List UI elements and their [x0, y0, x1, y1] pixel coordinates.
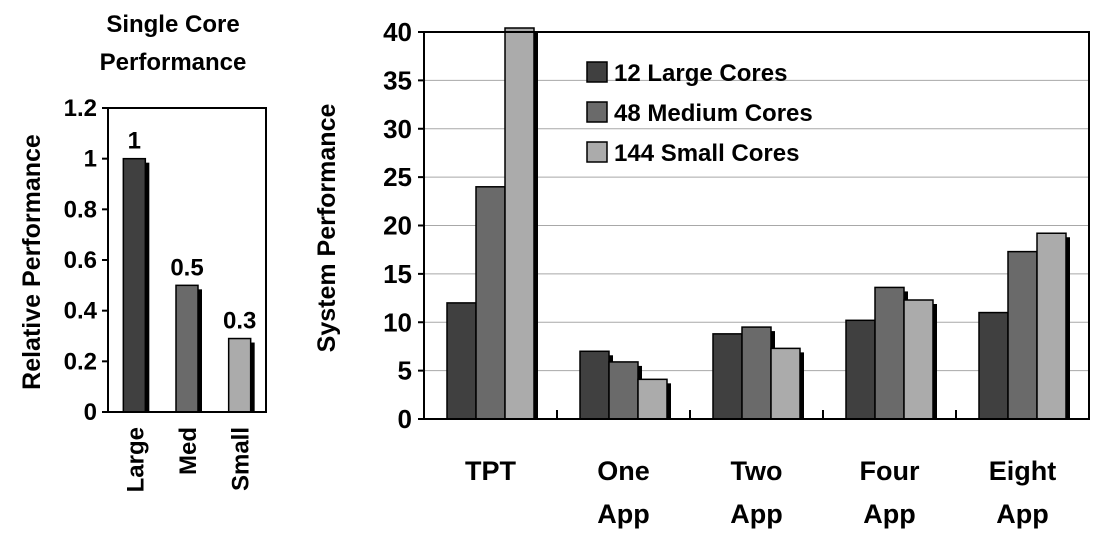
- data-label: 1: [128, 128, 141, 155]
- bar: [122, 157, 147, 413]
- legend-swatch: [586, 61, 608, 83]
- category-label: Large: [122, 427, 149, 492]
- y-tick-label: 35: [383, 65, 412, 95]
- category-label: App: [597, 499, 649, 529]
- bar: [504, 27, 535, 420]
- chart-title-line-1: Single Core: [106, 11, 239, 38]
- bar: [446, 302, 477, 420]
- chart-title-line-2: Performance: [100, 49, 247, 76]
- category-labels: Large Med Small: [122, 427, 254, 492]
- y-tick-label: 30: [383, 114, 412, 144]
- bar: [637, 378, 668, 420]
- bar: [903, 299, 934, 420]
- bar: [175, 284, 199, 413]
- bar: [845, 319, 876, 420]
- y-axis-label: Relative Performance: [18, 134, 46, 390]
- y-tick-label: 0.4: [64, 298, 98, 325]
- y-tick-label: 20: [383, 211, 412, 241]
- bar: [874, 286, 905, 420]
- category-label: Eight: [989, 456, 1057, 486]
- category-label: TPT: [465, 456, 517, 486]
- category-label: Four: [860, 456, 920, 486]
- y-axis-label: System Performance: [313, 104, 341, 353]
- legend-label: 48 Medium Cores: [614, 100, 813, 127]
- bar: [712, 333, 743, 420]
- data-label: 0.5: [170, 254, 203, 281]
- bar: [741, 326, 772, 420]
- bar: [579, 350, 610, 420]
- category-labels: TPT One App Two App Four App Eight App: [465, 456, 1056, 529]
- y-tick-label: 0.6: [64, 247, 97, 274]
- system-performance-chart: System Performance 0 5 10 15 20 25 30 35 40 TPT O…: [313, 17, 1090, 529]
- legend-label: 12 Large Cores: [614, 60, 787, 87]
- y-tick-label: 0.2: [64, 348, 97, 375]
- data-label: 0.3: [223, 308, 256, 335]
- y-tick-label: 15: [383, 259, 412, 289]
- legend-swatch: [586, 141, 608, 163]
- category-label: App: [863, 499, 915, 529]
- data-labels: 1 0.5 0.3: [128, 128, 257, 335]
- y-axis-ticks: 0 0.2 0.4 0.6 0.8 1 1.2: [64, 95, 108, 426]
- bars: [446, 27, 1070, 420]
- y-tick-label: 0: [84, 399, 97, 426]
- bar: [1036, 232, 1067, 420]
- y-axis-ticks: 0 5 10 15 20 25 30 35 40: [383, 17, 424, 434]
- legend: 12 Large Cores 48 Medium Cores 144 Small C…: [586, 60, 813, 167]
- x-axis-ticks: [423, 410, 1090, 419]
- bar: [475, 186, 506, 420]
- y-tick-label: 1: [84, 146, 97, 173]
- category-label: Small: [228, 427, 255, 491]
- bars: [122, 157, 255, 413]
- bar: [770, 347, 801, 420]
- plot-frame: [423, 31, 1090, 420]
- single-core-chart: Single Core Performance Relative Perform…: [18, 11, 267, 492]
- bar: [227, 337, 252, 413]
- y-tick-label: 1.2: [64, 95, 97, 122]
- category-label: App: [730, 499, 782, 529]
- y-tick-label: 25: [383, 162, 412, 192]
- category-label: App: [996, 499, 1048, 529]
- plot-frame: [107, 107, 267, 413]
- y-tick-label: 5: [398, 356, 412, 386]
- y-tick-label: 0: [398, 404, 412, 434]
- category-label: Med: [175, 427, 202, 475]
- y-tick-label: 0.8: [64, 196, 97, 223]
- category-label: One: [597, 456, 650, 486]
- bar: [978, 311, 1009, 420]
- y-tick-label: 40: [383, 17, 412, 47]
- y-tick-label: 10: [383, 307, 412, 337]
- category-label: Two: [731, 456, 783, 486]
- bar: [608, 361, 639, 420]
- bar: [1007, 250, 1038, 420]
- legend-label: 144 Small Cores: [614, 140, 799, 167]
- legend-swatch: [586, 101, 608, 123]
